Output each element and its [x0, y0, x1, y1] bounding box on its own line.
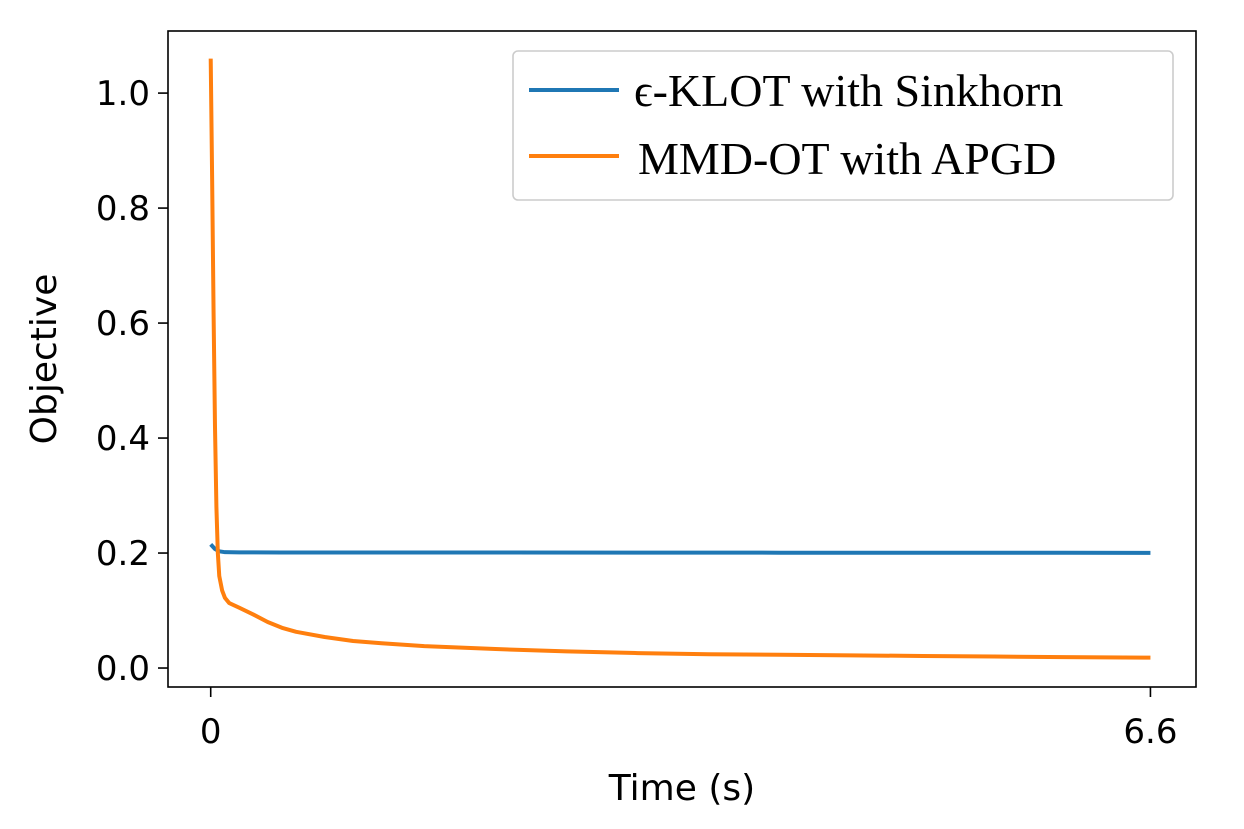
x-tick-label: 6.6: [1123, 712, 1177, 752]
series-layer: [208, 58, 1151, 660]
x-axis: 0 6.6: [200, 687, 1177, 752]
series-line-1: [208, 58, 1151, 660]
x-tick-label: 0: [200, 712, 222, 752]
y-tick-label: 0.0: [96, 649, 150, 689]
y-tick-label: 0.2: [96, 534, 150, 574]
y-tick-label: 0.8: [96, 189, 150, 229]
x-axis-label: Time (s): [608, 768, 755, 809]
y-tick-label: 0.4: [96, 419, 150, 459]
y-axis-label: Objective: [24, 274, 65, 445]
plot-frame: [167, 30, 1197, 688]
y-tick-label: 1.0: [96, 74, 150, 114]
legend-box: [512, 50, 1174, 201]
legend: ϵ-KLOT with Sinkhorn MMD-OT with APGD: [512, 50, 1174, 201]
y-axis: 0.0 0.2 0.4 0.6 0.8 1.0: [96, 74, 168, 689]
legend-label-mmd: MMD-OT with APGD: [638, 133, 1056, 184]
legend-label-klot: ϵ-KLOT with Sinkhorn: [634, 65, 1063, 116]
y-tick-label: 0.6: [96, 304, 150, 344]
